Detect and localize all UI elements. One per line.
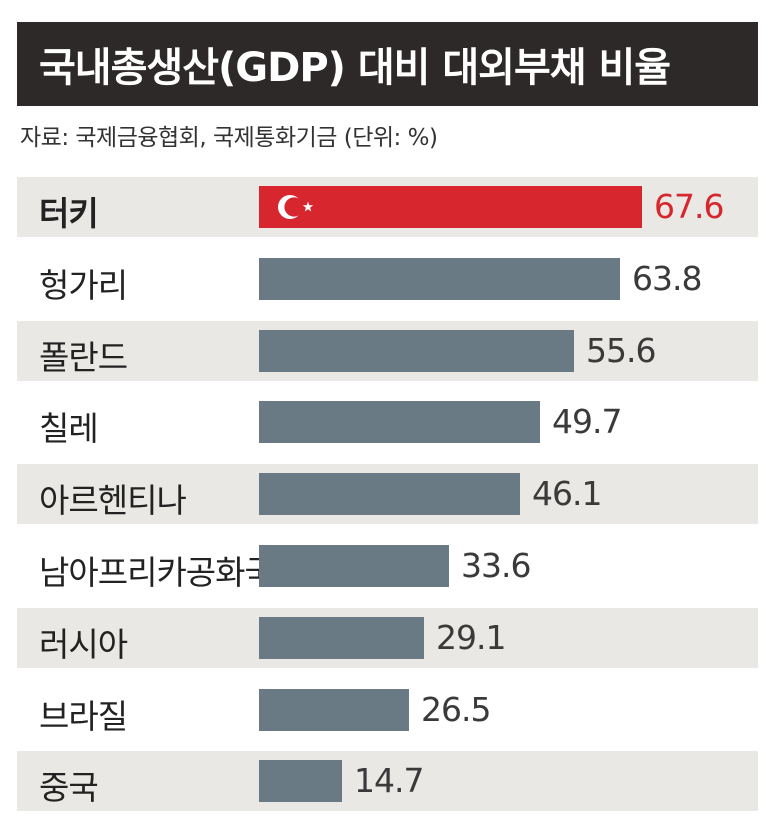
bar-row: 터키 67.6 <box>17 177 758 237</box>
bar-row: 폴란드 55.6 <box>17 321 758 381</box>
category-label: 터키 <box>39 194 99 233</box>
category-label: 러시아 <box>39 625 128 664</box>
value-label: 14.7 <box>354 761 424 800</box>
category-label: 칠레 <box>39 409 99 448</box>
bar-row: 남아프리카공화국 33.6 <box>17 536 758 596</box>
category-label: 브라질 <box>39 697 128 736</box>
value-label: 29.1 <box>436 618 506 657</box>
value-label: 26.5 <box>421 690 491 729</box>
title-bar: 국내총생산(GDP) 대비 대외부채 비율 <box>17 22 758 106</box>
bar <box>259 545 449 587</box>
value-label: 63.8 <box>632 259 702 298</box>
bar-row: 아르헨티나 46.1 <box>17 464 758 524</box>
turkey-flag-crescent-star-icon <box>278 195 314 219</box>
bar-row: 헝가리 63.8 <box>17 249 758 309</box>
chart-title: 국내총생산(GDP) 대비 대외부채 비율 <box>39 45 671 91</box>
bar-row: 브라질 26.5 <box>17 680 758 740</box>
source-note: 자료: 국제금융협회, 국제통화기금 (단위: %) <box>20 125 438 151</box>
value-label: 55.6 <box>586 331 656 370</box>
bar <box>259 330 574 372</box>
bar-row: 중국 14.7 <box>17 751 758 811</box>
value-label: 67.6 <box>654 187 724 226</box>
category-label: 아르헨티나 <box>39 481 187 520</box>
category-label: 남아프리카공화국 <box>39 553 275 592</box>
value-label: 33.6 <box>461 546 531 585</box>
bar <box>259 473 520 515</box>
bar-row: 러시아 29.1 <box>17 608 758 668</box>
bar <box>259 617 424 659</box>
bar-row: 칠레 49.7 <box>17 392 758 452</box>
category-label: 중국 <box>39 768 99 807</box>
category-label: 헝가리 <box>39 266 128 305</box>
category-label: 폴란드 <box>39 338 128 377</box>
bar <box>259 258 620 300</box>
value-label: 46.1 <box>532 474 602 513</box>
bar <box>259 401 540 443</box>
bar <box>259 689 409 731</box>
value-label: 49.7 <box>552 402 622 441</box>
bar-highlight <box>259 186 642 228</box>
bar <box>259 760 342 802</box>
